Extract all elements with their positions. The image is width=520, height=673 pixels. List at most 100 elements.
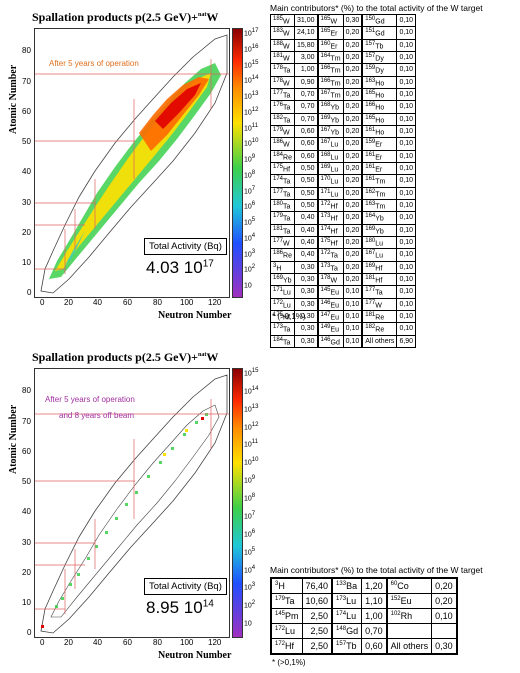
isotope-cell: 178Ta — [270, 63, 295, 77]
percent-cell: 0,30 — [342, 13, 364, 28]
isotope-cell: 177Ta — [270, 186, 295, 200]
percent-cell: 0,10 — [396, 174, 417, 188]
top-chart-title: Spallation products p(2.5 GeV)+natW — [32, 10, 218, 25]
table-row: 177W 0,40 175Hf 0,20 180Lu 0,10 — [270, 235, 417, 250]
percent-cell: 0,10 — [396, 260, 417, 274]
percent-cell: 0,10 — [396, 161, 417, 176]
top-chart-ylabel: Atomic Number — [8, 64, 19, 134]
table-row: 180Ta 0,50 172Hf 0,20 163Tm 0,10 — [270, 198, 417, 213]
isotope-cell: 184Ta — [270, 334, 295, 348]
bottom-chart-note-2: and 8 years off beam — [59, 411, 135, 420]
isotope-cell: 157Tb — [361, 38, 398, 52]
percent-cell: 0,30 — [293, 260, 319, 274]
isotope-cell: 161Er — [361, 149, 398, 163]
top-total-activity-label: Total Activity (Bq) — [144, 238, 227, 255]
y-tick: 10 — [22, 258, 31, 267]
isotope-cell: 175Hf — [317, 235, 344, 250]
table-row: 184Ta 0,30 146Gd 0,10 All others 6,90 — [270, 334, 417, 348]
percent-cell: 0,30 — [293, 334, 319, 348]
x-tick: 100 — [180, 298, 194, 307]
y-tick: 70 — [22, 77, 31, 86]
table1-title: Main contributors* (%) to the total acti… — [270, 3, 483, 13]
percent-cell: 0,20 — [342, 211, 364, 225]
table-row: 185W 31,00 165W 0,30 150Gd 0,10 — [270, 13, 417, 28]
colorbar-label: 1011 — [244, 122, 259, 132]
isotope-cell: 177Ta — [361, 285, 398, 299]
x-tick: 0 — [40, 638, 45, 647]
percent-cell: 24,10 — [293, 26, 319, 40]
isotope-cell: 170Lu — [317, 174, 344, 188]
percent-cell: 0,20 — [342, 63, 364, 77]
percent-cell: 2,50 — [301, 623, 334, 639]
isotope-cell: 172Ta — [317, 248, 344, 262]
top-chart-title-target: W — [206, 10, 219, 24]
isotope-cell: 148Gd — [331, 623, 363, 639]
x-tick: 40 — [93, 638, 102, 647]
isotope-cell: 146Eu — [317, 297, 344, 311]
y-tick: 50 — [22, 137, 31, 146]
percent-cell: 0,20 — [342, 100, 364, 114]
percent-cell: 0,10 — [396, 137, 417, 151]
table-row: 186W 0,60 167Lu 0,20 159Er 0,10 — [270, 137, 417, 151]
isotope-cell: 168Yb — [317, 100, 344, 114]
table2-title: Main contributors* (%) to the total acti… — [270, 565, 483, 575]
table-row: 179Ta 10,60 173Lu 1,10 152Eu 0,20 — [270, 593, 458, 609]
percent-cell: 0,50 — [293, 198, 319, 213]
percent-cell: 0,10 — [396, 75, 417, 89]
percent-cell: 0,10 — [342, 322, 364, 336]
table-row: 3H 0,30 173Ta 0,20 169Hf 0,10 — [270, 260, 417, 274]
percent-cell: 0,70 — [361, 623, 388, 639]
table-row: 181W 3,00 164Tm 0,20 157Dy 0,10 — [270, 50, 417, 65]
x-tick: 120 — [208, 298, 222, 307]
percent-cell: 0,20 — [431, 593, 458, 609]
bottom-activity-mantissa: 8.95 10 — [146, 598, 203, 617]
colorbar-label: 102 — [244, 600, 256, 610]
percent-cell: 0,60 — [361, 638, 388, 655]
isotope-cell: 157Dy — [361, 50, 398, 65]
colorbar-label: 104 — [244, 564, 256, 574]
colorbar-label: 105 — [244, 546, 256, 556]
percent-cell: 0,20 — [342, 112, 364, 126]
isotope-cell: 160Er — [317, 38, 344, 52]
percent-cell: 0,20 — [342, 161, 364, 176]
percent-cell: 0,10 — [396, 50, 417, 65]
table-row: 177Ta 0,70 167Tm 0,20 165Ho 0,10 — [270, 87, 417, 102]
percent-cell: 0,10 — [396, 285, 417, 299]
percent-cell: 0,20 — [342, 260, 364, 274]
percent-cell: 0,10 — [396, 309, 417, 324]
isotope-cell: 162Tm — [361, 186, 398, 200]
isotope-cell: 174Ta — [270, 174, 295, 188]
bottom-chart-nuclide-map — [35, 374, 229, 634]
y-tick: 60 — [22, 447, 31, 456]
isotope-cell: 185W — [270, 13, 295, 28]
percent-cell: 0,30 — [293, 322, 319, 336]
top-chart-note: After 5 years of operation — [49, 59, 139, 68]
percent-cell: 0,10 — [396, 297, 417, 311]
colorbar-label: 1012 — [244, 106, 259, 117]
isotope-cell: 164Tm — [317, 50, 344, 65]
percent-cell: 1,10 — [361, 593, 388, 609]
top-colorbar — [232, 28, 243, 298]
isotope-cell: 179W — [270, 124, 295, 139]
percent-cell: 0,40 — [293, 211, 319, 225]
isotope-cell: 163Ho — [361, 75, 398, 89]
isotope-cell: 159Dy — [361, 63, 398, 77]
percent-cell: 0,10 — [342, 297, 364, 311]
x-tick: 120 — [208, 638, 222, 647]
percent-cell: 0,10 — [396, 112, 417, 126]
table-row: 3H 76,40 133Ba 1,20 60Co 0,20 — [270, 577, 458, 594]
isotope-cell: 179Ta — [270, 211, 295, 225]
colorbar-label: 102 — [244, 264, 256, 274]
colorbar-label: 1012 — [244, 421, 259, 431]
isotope-cell: All others — [361, 334, 398, 348]
isotope-cell: 179Ta — [270, 593, 303, 609]
isotope-cell: 174Hf — [317, 223, 344, 237]
isotope-cell: 102Rh — [386, 608, 433, 624]
percent-cell: 0,10 — [342, 309, 364, 324]
percent-cell: 0,40 — [293, 235, 319, 250]
percent-cell: 0,60 — [293, 149, 319, 163]
isotope-cell: 169Yb — [317, 112, 344, 126]
isotope-cell: 172Hf — [317, 198, 344, 213]
y-tick: 40 — [22, 167, 31, 176]
table-row: 171Lu 0,30 145Eu 0,10 177Ta 0,10 — [270, 285, 417, 299]
